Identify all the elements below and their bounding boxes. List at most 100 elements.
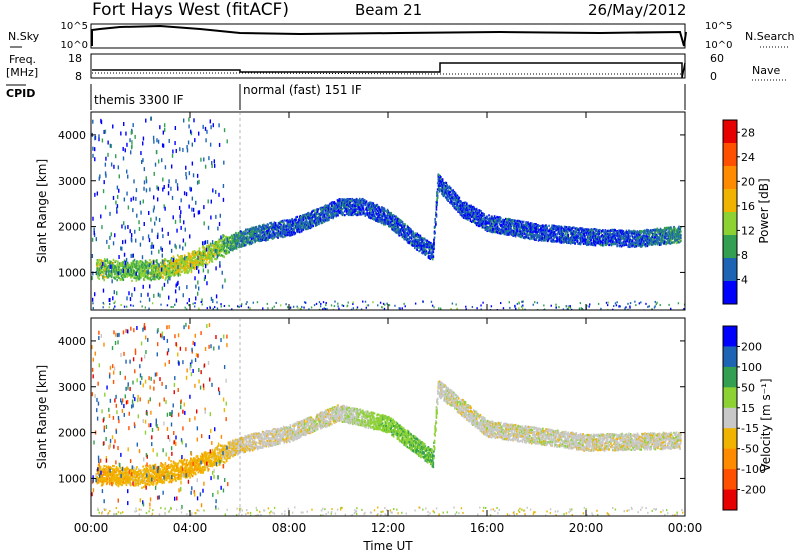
scatter-cell <box>470 215 473 218</box>
scatter-cell <box>347 211 350 215</box>
scatter-cell <box>283 228 286 231</box>
scatter-cell <box>187 256 190 259</box>
scatter-cell <box>461 204 464 207</box>
scatter-cell <box>394 218 396 221</box>
scatter-cell <box>365 213 367 216</box>
scatter-cell <box>482 224 485 227</box>
scatter-cell <box>521 223 523 226</box>
scatter-cell <box>504 226 507 229</box>
scatter-cell <box>449 190 451 194</box>
scatter-cell <box>441 189 443 192</box>
scatter-cell <box>428 244 431 247</box>
scatter-cell <box>442 188 445 191</box>
scatter-cell <box>107 261 110 264</box>
scatter-cell <box>126 272 128 276</box>
scatter-cell <box>310 218 312 221</box>
scatter-cell <box>198 261 200 264</box>
scatter-cell <box>353 212 356 216</box>
scatter-cell <box>121 277 124 280</box>
scatter-cell <box>297 227 300 230</box>
scatter-cell <box>337 208 340 211</box>
scatter-cell <box>237 233 239 237</box>
scatter-cell <box>450 202 453 205</box>
scatter-cell <box>410 230 413 233</box>
scatter-cell <box>201 259 204 262</box>
scatter-cell <box>532 233 534 236</box>
scatter-cell <box>425 252 427 256</box>
scatter-cell <box>472 212 475 215</box>
scatter-cell <box>321 221 324 224</box>
scatter-cell <box>477 215 480 218</box>
scatter-cell <box>490 222 493 225</box>
scatter-cell <box>397 224 400 228</box>
scatter-cell <box>530 231 533 234</box>
scatter-cell <box>217 246 220 249</box>
scatter-cell <box>132 260 135 263</box>
scatter-cell <box>337 209 339 213</box>
scatter-cell <box>264 227 267 231</box>
scatter-cell <box>426 241 429 244</box>
scatter-cell <box>397 222 400 225</box>
scatter-cell <box>293 231 295 234</box>
scatter-cell <box>263 237 265 241</box>
scatter-cell <box>173 258 175 261</box>
scatter-cell <box>228 243 231 246</box>
scatter-cell <box>379 211 382 214</box>
scatter-cell <box>443 193 446 196</box>
scatter-cell <box>464 209 467 213</box>
scatter-cell <box>318 212 320 215</box>
scatter-cell <box>388 225 391 228</box>
scatter-cell <box>328 216 331 219</box>
scatter-cell <box>360 210 363 213</box>
scatter-cell <box>290 227 293 230</box>
scatter-cell <box>165 273 168 276</box>
scatter-cell <box>300 230 303 233</box>
scatter-cell <box>399 221 401 225</box>
scatter-cell <box>456 207 459 210</box>
scatter-cell <box>282 220 284 223</box>
scatter-cell <box>406 227 409 231</box>
scatter-cell <box>448 194 450 197</box>
scatter-cell <box>272 231 275 234</box>
scatter-cell <box>326 204 328 208</box>
scatter-cell <box>420 244 423 248</box>
scatter-cell <box>235 235 237 238</box>
scatter-cell <box>360 213 362 216</box>
scatter-cell <box>284 224 287 228</box>
scatter-cell <box>105 268 108 271</box>
scatter-cell <box>315 215 318 218</box>
scatter-cell <box>97 271 100 274</box>
scatter-cell <box>410 237 413 240</box>
scatter-cell <box>436 196 439 199</box>
scatter-cell <box>397 230 400 233</box>
scatter-cell <box>355 201 357 204</box>
scatter-cell <box>452 203 455 206</box>
noise-tick-right-top: 10^5 <box>705 21 732 32</box>
scatter-cell <box>451 202 454 205</box>
scatter-cell <box>177 260 179 263</box>
scatter-cell <box>512 222 514 225</box>
scatter-cell <box>214 254 216 257</box>
scatter-cell <box>478 209 481 212</box>
scatter-cell <box>498 231 500 234</box>
scatter-cell <box>263 228 266 231</box>
scatter-cell <box>430 241 432 245</box>
scatter-cell <box>457 195 459 199</box>
scatter-cell <box>501 220 503 223</box>
scatter-cell <box>264 232 267 235</box>
scatter-cell <box>430 251 432 255</box>
scatter-cell <box>296 222 299 226</box>
scatter-cell <box>331 204 333 207</box>
scatter-cell <box>251 233 254 236</box>
scatter-cell <box>297 222 300 226</box>
scatter-cell <box>285 232 287 235</box>
scatter-cell <box>201 250 204 254</box>
scatter-cell <box>402 236 405 239</box>
scatter-cell <box>506 225 508 229</box>
scatter-cell <box>459 208 462 211</box>
scatter-cell <box>188 256 191 259</box>
scatter-cell <box>181 254 183 258</box>
scatter-cell <box>141 271 143 274</box>
scatter-cell <box>192 251 195 254</box>
scatter-cell <box>461 213 464 217</box>
